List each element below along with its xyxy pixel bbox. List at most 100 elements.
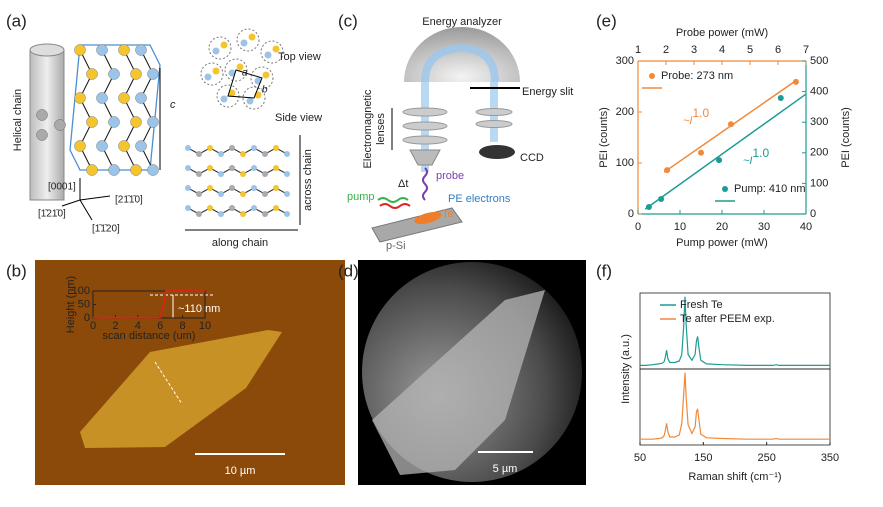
analyzer-label: Energy analyzer [422,16,502,28]
legend-label: Te after PEEM exp. [680,313,775,325]
side-view-label: Side view [275,112,322,124]
atom [240,39,248,47]
panel-label: (a) [6,11,27,30]
fit-annotation: ~I1.0 [743,146,769,167]
data-point [777,95,784,102]
spectrum-line [640,296,830,366]
legend-marker [649,73,655,79]
x-tick-label: 10 [674,221,686,233]
x2-tick-label: 2 [663,44,669,56]
lens [402,107,448,117]
lens [475,108,513,116]
atom [218,151,224,157]
delay-label: Δt [398,178,408,190]
electron-beam [421,43,499,83]
atom [240,211,246,217]
atom [135,92,147,104]
pump-pulse [379,203,411,209]
lens [475,120,513,128]
data-point [716,157,723,164]
atom [264,51,272,59]
along-label: along chain [212,237,268,249]
atom [229,205,235,211]
spectrum-line [92,289,205,319]
atom [207,185,213,191]
slit-label: Energy slit [522,86,573,98]
x-tick-label: 350 [821,452,839,464]
x-tick-label: 250 [757,452,775,464]
chain [187,147,288,155]
atom [54,119,66,131]
atom [220,41,228,49]
x2-tick-label: 1 [635,44,641,56]
bond [101,49,115,171]
te-flake [372,290,545,475]
atom [108,116,120,128]
y-tick-label: 50 [78,298,90,310]
atom [86,164,98,176]
atom [218,171,224,177]
x2-tick-label: 4 [719,44,725,56]
atom [118,140,130,152]
atom [262,151,268,157]
atom [147,164,159,176]
atom [240,151,246,157]
atom [74,44,86,56]
atom-site [250,66,274,90]
chain [187,187,288,195]
panel-b: (b) 10 µm ~110 nm [6,260,345,485]
atom [228,69,236,77]
atom [147,116,159,128]
atom [135,44,147,56]
x-tick-label: 6 [157,320,163,332]
lens-label: Electromagnetic [362,89,374,168]
atom [218,211,224,217]
x2-tick-label: 7 [803,44,809,56]
atom [240,171,246,177]
atom [36,109,48,121]
annotation-text: ~I [683,115,692,127]
y2-tick-label: 100 [810,177,828,189]
atom [86,68,98,80]
ccd [479,145,515,159]
annotation-sup: 1.0 [692,106,709,120]
atom-site [200,62,224,86]
substrate-label: p-Si [386,240,406,252]
atom [130,68,142,80]
atom [185,205,191,211]
x2-tick-label: 5 [747,44,753,56]
legend-label: Probe: 273 nm [661,70,733,82]
annotation-text: ~I [743,155,752,167]
bond [123,49,137,171]
data-point [792,78,799,85]
x-tick-label: 150 [694,452,712,464]
y2-axis-title: PEI (counts) [840,107,852,168]
atom [251,205,257,211]
bond [79,49,93,171]
atom [246,97,254,105]
x-axis-title: scan distance (um) [103,330,196,342]
atom-site [224,58,248,82]
atom-site [208,36,232,60]
atom [130,164,142,176]
atom [251,185,257,191]
x-axis-title: Pump power (mW) [676,237,768,249]
data-point [698,149,704,156]
te-flake [80,330,282,448]
x-tick-label: 50 [634,452,646,464]
atom [273,185,279,191]
atom [196,151,202,157]
atom [262,191,268,197]
step-label: ~110 nm [178,303,220,315]
data-point [645,203,652,210]
probe-pulse [422,167,428,201]
panel-label: (d) [338,261,359,280]
y2-tick-label: 400 [810,86,828,98]
lens [402,121,448,131]
x-tick-label: 30 [758,221,770,233]
pump-label: pump [347,191,375,203]
x2-tick-label: 3 [691,44,697,56]
panel-label: (f) [596,261,612,280]
x-tick-label: 20 [716,221,728,233]
